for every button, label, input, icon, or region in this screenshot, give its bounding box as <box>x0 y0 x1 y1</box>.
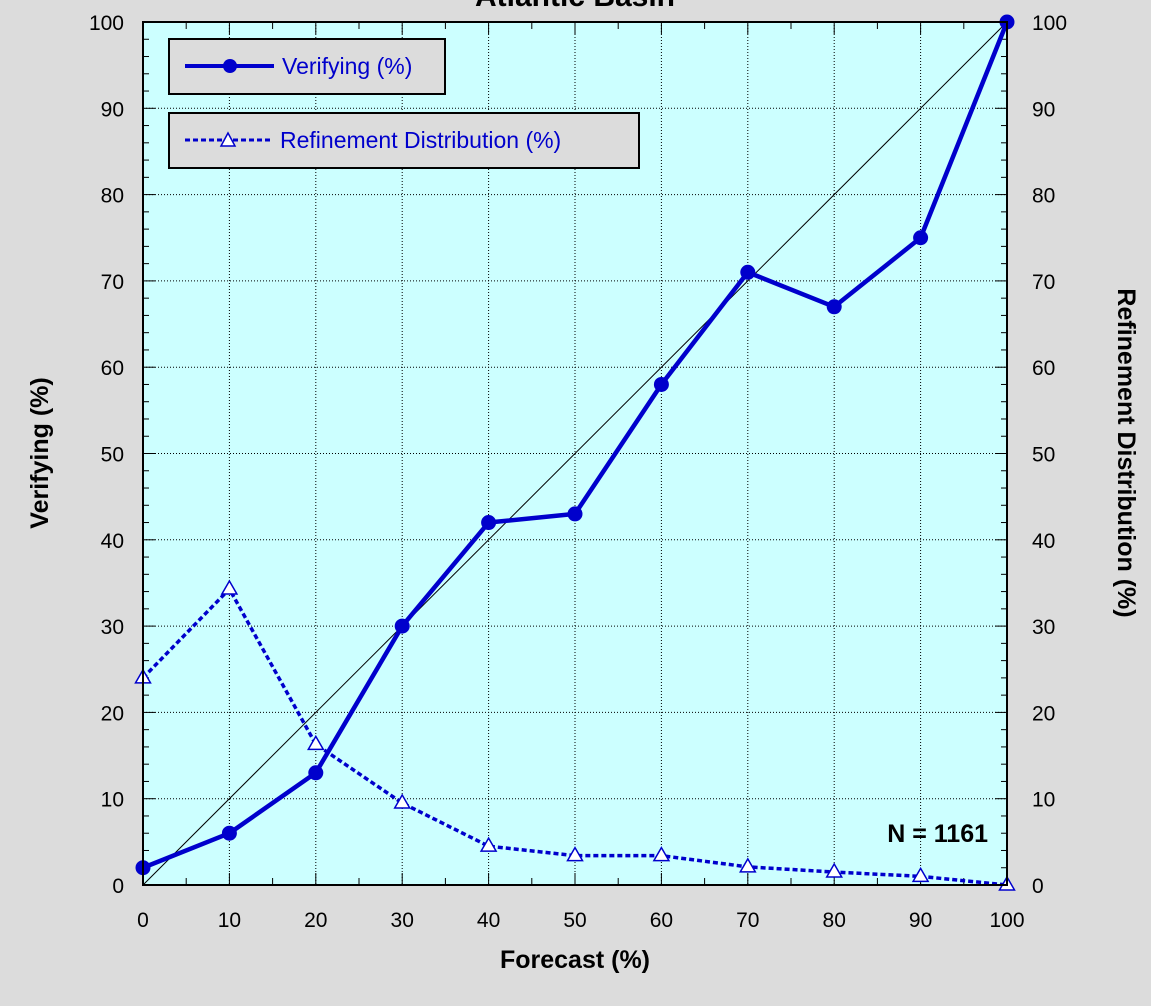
y-tick-label: 0 <box>112 875 124 898</box>
y-tick-label: 90 <box>101 98 124 121</box>
x-tick-label: 90 <box>909 909 932 932</box>
legend-entry-verifying: Verifying (%) <box>168 38 446 95</box>
refinement-point <box>393 793 411 809</box>
x-tick-label: 80 <box>823 909 846 932</box>
y-tick-label: 100 <box>89 12 124 35</box>
x-tick-label: 10 <box>218 909 241 932</box>
x-tick-label: 20 <box>304 909 327 932</box>
verifying-point <box>394 618 410 634</box>
verifying-point <box>308 765 324 781</box>
refinement-point <box>911 866 930 883</box>
y2-tick-label: 100 <box>1032 12 1067 35</box>
verifying-point <box>481 515 497 531</box>
verifying-point <box>653 376 669 392</box>
refinement-point <box>566 846 584 862</box>
refinement-point <box>220 579 239 595</box>
x-tick-label: 30 <box>391 909 414 932</box>
y-tick-label: 70 <box>101 271 124 294</box>
y2-tick-label: 30 <box>1032 616 1055 639</box>
legend: Verifying (%) Refinement Distribution (%… <box>168 38 640 169</box>
sample-size-annotation: N = 1161 <box>887 820 988 848</box>
refinement-point <box>307 734 325 751</box>
legend-marker-circle <box>223 59 237 73</box>
y2-tick-label: 90 <box>1032 98 1055 121</box>
y2-tick-labels: 0 10 20 30 40 50 60 70 80 90 100 <box>1032 12 1067 898</box>
y-tick-label: 50 <box>101 444 124 467</box>
legend-label-refinement: Refinement Distribution (%) <box>280 127 561 153</box>
verifying-point <box>826 299 842 315</box>
y2-axis-title: Refinement Distribution (%) <box>1112 288 1140 617</box>
y-tick-label: 30 <box>101 616 124 639</box>
y-tick-label: 20 <box>101 702 124 725</box>
y2-tick-label: 20 <box>1032 702 1055 725</box>
verifying-point <box>221 825 237 841</box>
y2-tick-label: 70 <box>1032 271 1055 294</box>
y-tick-label: 80 <box>101 185 124 208</box>
legend-entry-refinement: Refinement Distribution (%) <box>168 112 640 169</box>
y-tick-label: 40 <box>101 530 124 553</box>
refinement-point <box>652 846 671 862</box>
legend-marker-triangle <box>219 131 237 147</box>
y-tick-labels: 0 10 20 30 40 50 60 70 80 90 100 <box>89 12 124 898</box>
x-tick-label: 60 <box>650 909 673 932</box>
x-tick-label: 70 <box>736 909 759 932</box>
x-tick-label: 50 <box>563 909 586 932</box>
refinement-series-line <box>141 587 1008 887</box>
x-axis-title: Forecast (%) <box>500 946 650 974</box>
plot-frame <box>142 21 1008 886</box>
reference-diagonal-line <box>142 21 1008 886</box>
x-tick-label: 100 <box>989 909 1024 932</box>
refinement-point <box>479 836 498 852</box>
x-tick-label: 40 <box>477 909 500 932</box>
x-tick-label: 0 <box>137 909 149 932</box>
y2-tick-label: 80 <box>1032 185 1055 208</box>
y-tick-label: 60 <box>101 357 124 380</box>
chart-title: Atlantic Basin <box>475 0 675 13</box>
refinement-point <box>739 857 757 873</box>
y2-tick-label: 50 <box>1032 444 1055 467</box>
y2-tick-label: 0 <box>1032 875 1044 898</box>
verifying-point <box>740 264 756 280</box>
y2-tick-label: 60 <box>1032 357 1055 380</box>
x-tick-labels: 0 10 20 30 40 50 60 70 80 90 100 <box>137 909 1024 932</box>
y2-tick-label: 10 <box>1032 789 1055 812</box>
verifying-point <box>567 506 583 522</box>
y-axis-title: Verifying (%) <box>26 377 54 528</box>
y2-tick-label: 40 <box>1032 530 1055 553</box>
refinement-point <box>825 862 843 878</box>
y-tick-label: 10 <box>101 789 124 812</box>
verifying-point <box>913 230 929 246</box>
legend-label-verifying: Verifying (%) <box>282 53 412 79</box>
